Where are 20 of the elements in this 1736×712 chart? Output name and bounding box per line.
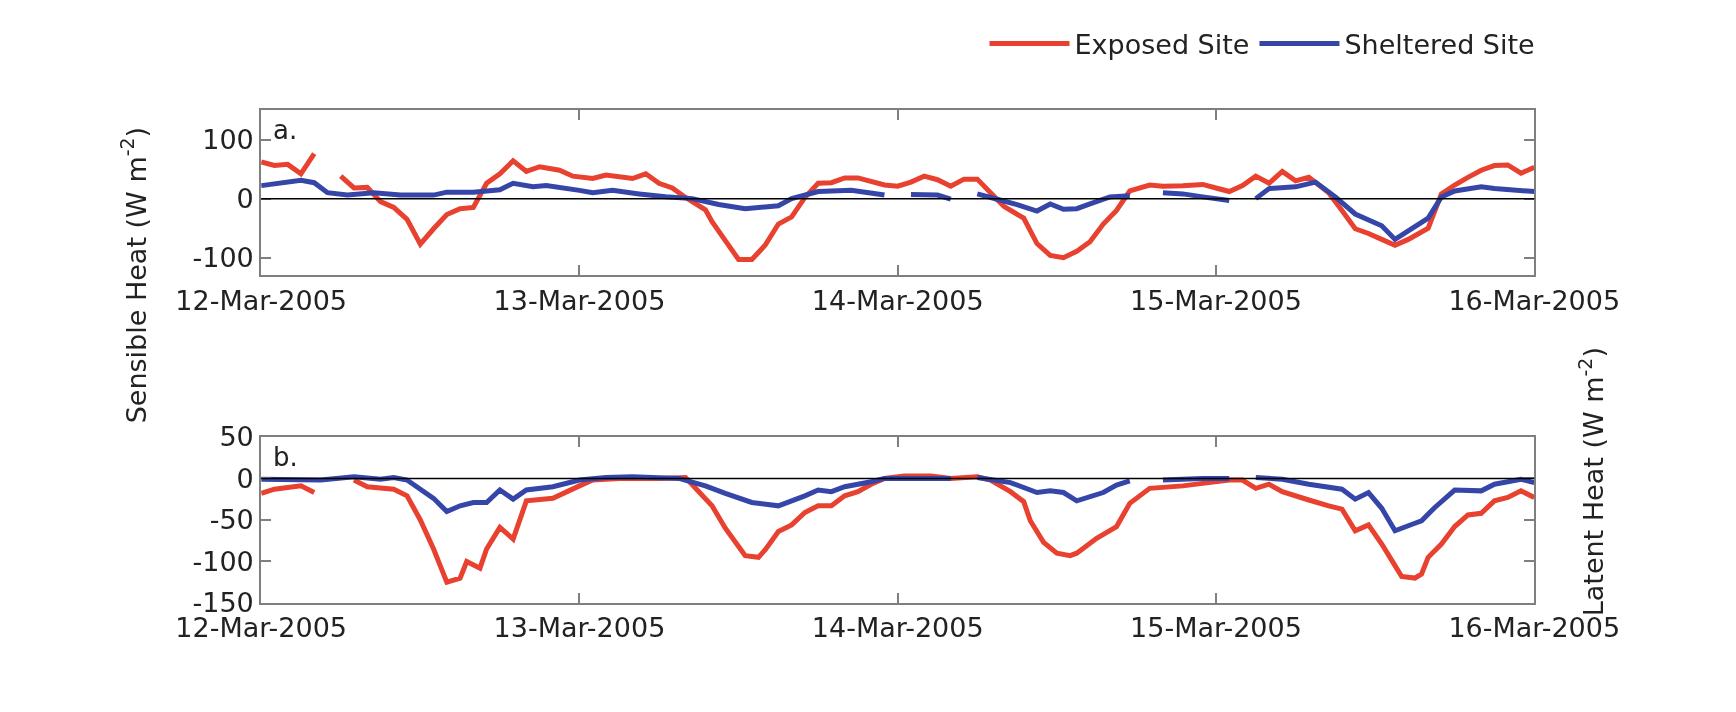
y-tick-label: -100 xyxy=(192,545,254,577)
y-tick-label: 0 xyxy=(236,462,254,494)
y-tick-label: 50 xyxy=(219,421,254,453)
x-tick-label: 12-Mar-2005 xyxy=(175,612,348,644)
x-tick-label: 13-Mar-2005 xyxy=(493,612,666,644)
x-tick-label: 15-Mar-2005 xyxy=(1130,612,1302,644)
x-tick-label: 13-Mar-2005 xyxy=(493,284,666,316)
x-tick-label: 16-Mar-2005 xyxy=(1448,284,1621,316)
annotation: a. xyxy=(273,115,298,145)
x-tick-label: 12-Mar-2005 xyxy=(175,284,348,316)
x-tick-label: 15-Mar-2005 xyxy=(1130,284,1302,316)
y-tick-label: 0 xyxy=(236,183,254,215)
annotation: b. xyxy=(273,442,298,472)
y-tick-label: -100 xyxy=(192,242,254,274)
legend-label: Exposed Site xyxy=(1074,28,1250,60)
y-tick-label: -50 xyxy=(209,504,254,536)
legend-label: Sheltered Site xyxy=(1344,28,1535,60)
x-tick-label: 14-Mar-2005 xyxy=(811,612,984,644)
x-tick-label: 14-Mar-2005 xyxy=(811,284,984,316)
y-tick-label: 100 xyxy=(202,123,254,155)
